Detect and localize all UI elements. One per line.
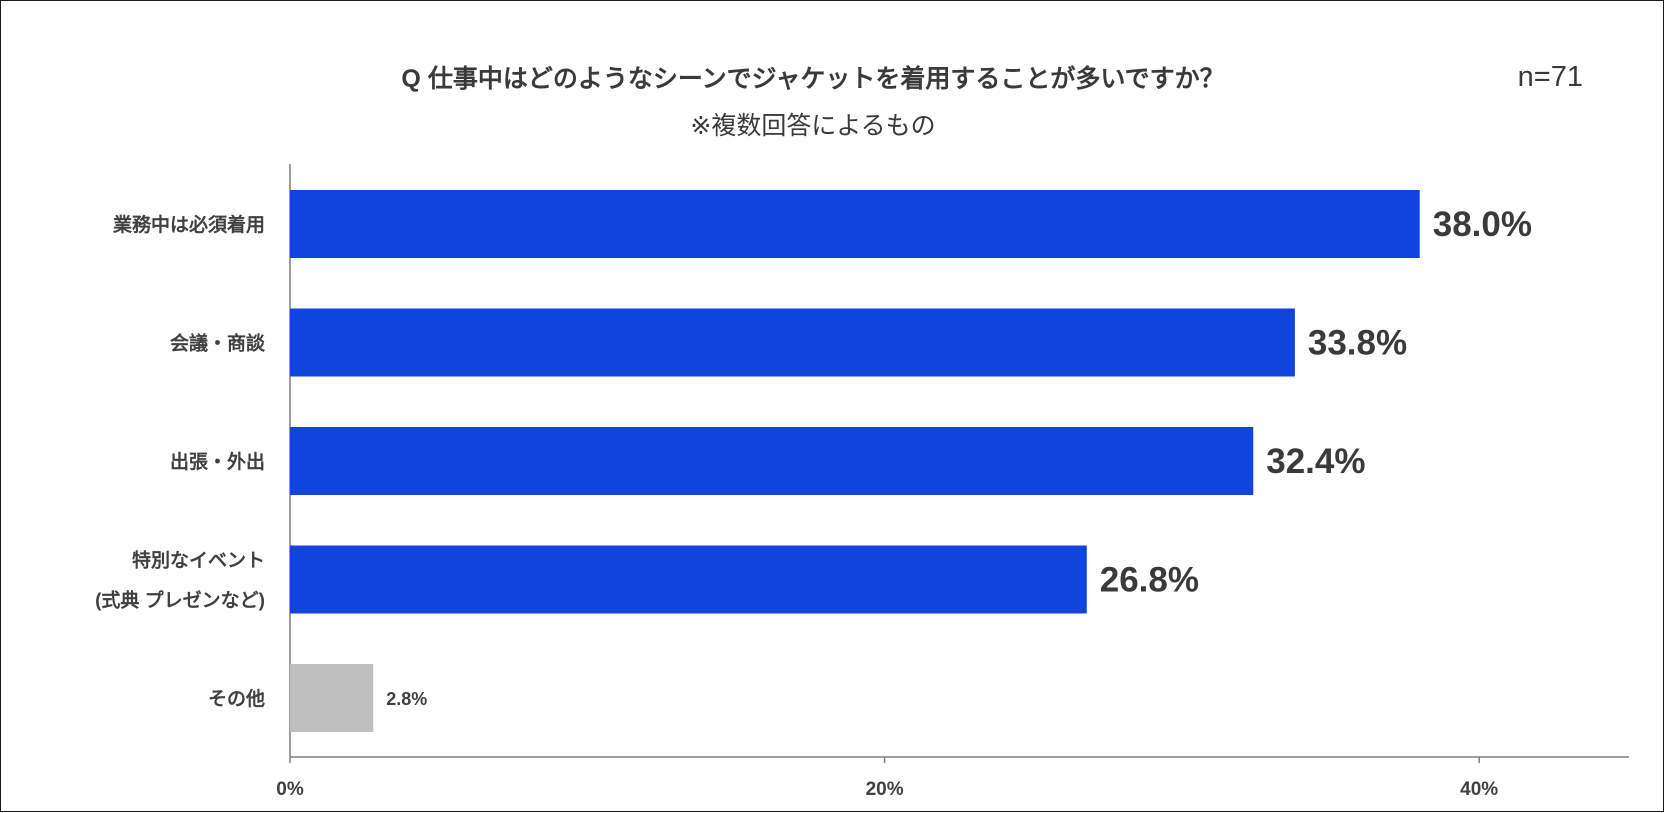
bar-value-label: 38.0% [1433, 205, 1532, 244]
category-label: 出張・外出 [170, 450, 265, 473]
bar-value-label: 26.8% [1100, 561, 1199, 600]
category-label: 特別なイベント [132, 550, 265, 572]
bar [290, 427, 1254, 495]
x-tick-label: 40% [1460, 779, 1498, 800]
bar [290, 308, 1295, 377]
chart-subtitle: ※複数回答によるもの [690, 112, 935, 140]
bar [290, 664, 374, 732]
chart-title: Q 仕事中はどのようなシーンでジャケットを着用することが多いですか？ [401, 64, 1224, 93]
sample-size-label: n=71 [1518, 61, 1583, 93]
category-label: 業務中は必須着用 [112, 213, 265, 236]
category-label: (式典 プレゼンなど) [95, 589, 265, 612]
bar-value-label: 2.8% [386, 689, 427, 709]
category-label: その他 [208, 687, 265, 710]
bar [290, 190, 1420, 258]
plot-area: 0% 20% 40% 38.0% 業務中は必須着用 33.8% 会議・商談 32.4% 出張・外… [95, 164, 1629, 800]
category-label: 会議・商談 [170, 332, 266, 355]
x-tick-label: 0% [276, 779, 304, 800]
bar-value-label: 32.4% [1266, 442, 1365, 481]
x-tick-label: 20% [866, 779, 904, 800]
bar [290, 545, 1087, 614]
bar-value-label: 33.8% [1308, 324, 1407, 363]
